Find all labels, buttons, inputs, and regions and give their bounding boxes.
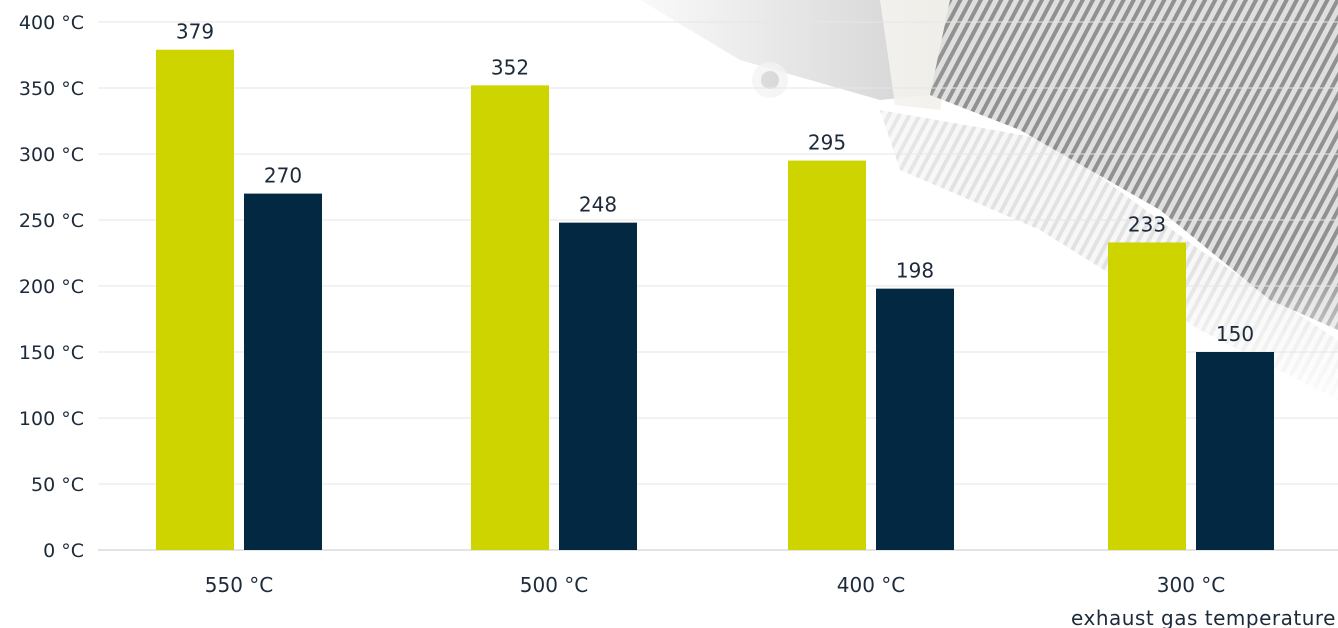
x-tick-label: 500 °C bbox=[520, 573, 589, 597]
corrugated-pipe bbox=[930, 0, 1338, 330]
x-axis-title: exhaust gas temperature bbox=[1071, 606, 1336, 628]
bar bbox=[1108, 242, 1186, 550]
bar bbox=[788, 160, 866, 550]
data-label: 233 bbox=[1128, 212, 1166, 236]
y-tick-label: 50 °C bbox=[31, 474, 84, 496]
x-tick-label: 300 °C bbox=[1157, 573, 1226, 597]
y-tick-label: 350 °C bbox=[19, 78, 84, 100]
x-axis-categories: 550 °C 500 °C 400 °C 300 °C bbox=[205, 573, 1226, 597]
bar bbox=[1196, 352, 1274, 550]
y-tick-label: 0 °C bbox=[43, 540, 84, 562]
y-tick-label: 300 °C bbox=[19, 144, 84, 166]
bars: 379 270 352 248 295 198 233 150 bbox=[156, 20, 1274, 551]
y-tick-label: 150 °C bbox=[19, 342, 84, 364]
bar bbox=[471, 85, 549, 551]
y-axis-ticks: 0 °C 50 °C 100 °C 150 °C 200 °C 250 °C 300 °C 3… bbox=[19, 12, 84, 562]
y-tick-label: 400 °C bbox=[19, 12, 84, 34]
y-tick-label: 250 °C bbox=[19, 210, 84, 232]
bar bbox=[559, 222, 637, 550]
y-tick-label: 200 °C bbox=[19, 276, 84, 298]
bar bbox=[156, 49, 234, 550]
data-label: 150 bbox=[1216, 322, 1254, 346]
data-label: 198 bbox=[896, 259, 934, 283]
data-label: 270 bbox=[264, 164, 302, 188]
x-tick-label: 400 °C bbox=[837, 573, 906, 597]
bar bbox=[876, 288, 954, 550]
data-label: 295 bbox=[808, 131, 846, 155]
data-label: 248 bbox=[579, 193, 617, 217]
data-label: 352 bbox=[491, 55, 529, 79]
data-label: 379 bbox=[176, 20, 214, 44]
x-tick-label: 550 °C bbox=[205, 573, 274, 597]
bar bbox=[244, 193, 322, 550]
y-tick-label: 100 °C bbox=[19, 408, 84, 430]
